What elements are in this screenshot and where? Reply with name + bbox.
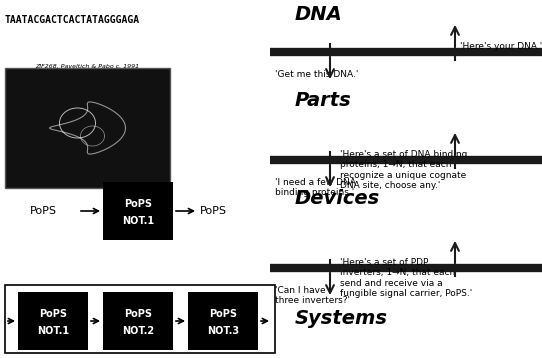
- Text: NOT.2: NOT.2: [122, 326, 154, 337]
- Text: 'Here's a set of DNA binding
proteins, 1→N, that each
recognize a unique cognate: 'Here's a set of DNA binding proteins, 1…: [340, 150, 467, 190]
- Text: Devices: Devices: [295, 189, 380, 208]
- Text: Systems: Systems: [295, 309, 388, 328]
- Bar: [18, 292, 88, 350]
- Text: 'Can I have
three inverters?': 'Can I have three inverters?': [275, 286, 350, 305]
- Text: NOT.1: NOT.1: [122, 217, 154, 227]
- Text: PoPS: PoPS: [209, 309, 237, 319]
- Bar: [188, 292, 258, 350]
- Text: 'Get me this DNA.': 'Get me this DNA.': [275, 70, 358, 79]
- Text: PoPS: PoPS: [124, 199, 152, 209]
- Bar: [103, 292, 173, 350]
- Text: 'Here's a set of PDP
inverters, 1→N, that each
send and receive via a
fungible s: 'Here's a set of PDP inverters, 1→N, tha…: [340, 258, 472, 298]
- Text: PoPS: PoPS: [200, 206, 227, 216]
- Text: DNA: DNA: [295, 5, 343, 24]
- Bar: [5, 285, 275, 353]
- Text: PoPS: PoPS: [39, 309, 67, 319]
- Text: 'I need a few DNA
binding proteins.': 'I need a few DNA binding proteins.': [275, 178, 356, 197]
- Bar: [103, 182, 173, 240]
- Text: 'Here's your DNA.': 'Here's your DNA.': [460, 42, 542, 51]
- Text: NOT.1: NOT.1: [37, 326, 69, 337]
- Text: PoPS: PoPS: [30, 206, 57, 216]
- Text: PoPS: PoPS: [124, 309, 152, 319]
- Text: Parts: Parts: [295, 91, 352, 110]
- Text: TAATACGACTCACTATAGGGAGA: TAATACGACTCACTATAGGGAGA: [5, 15, 140, 25]
- Text: NOT.3: NOT.3: [207, 326, 239, 337]
- Bar: [5, 68, 170, 188]
- Text: ZIF268, Paveltich & Pabo c. 1991: ZIF268, Paveltich & Pabo c. 1991: [35, 64, 139, 69]
